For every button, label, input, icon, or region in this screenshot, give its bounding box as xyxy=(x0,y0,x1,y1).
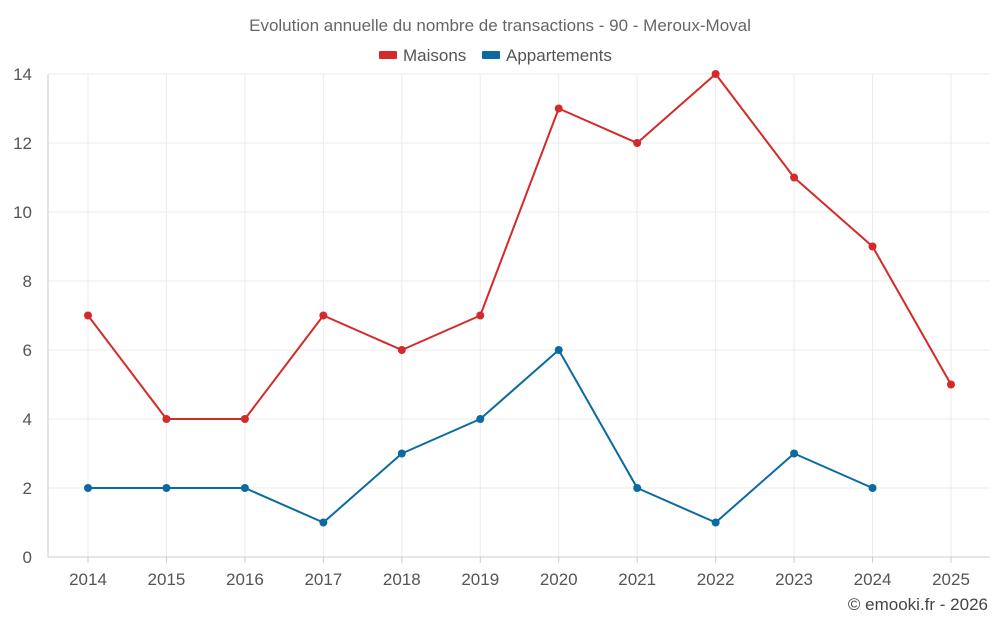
data-point-maisons[interactable] xyxy=(554,104,563,113)
series-line-maisons xyxy=(87,73,952,420)
data-point-appartements[interactable] xyxy=(554,346,563,354)
data-point-maisons[interactable] xyxy=(790,173,799,182)
data-point-maisons[interactable] xyxy=(868,242,877,251)
legend-swatch-appartements xyxy=(482,51,500,59)
y-axis-tick-labels: 0 2 4 6 8 10 12 14 xyxy=(13,65,32,567)
y-tick-label: 0 xyxy=(23,548,32,567)
data-point-maisons[interactable] xyxy=(162,415,171,423)
x-axis-tick-labels: 2014 2015 2016 2017 2018 2019 2020 2021 2022 2023… xyxy=(69,570,970,589)
x-tick-label: 2017 xyxy=(304,570,342,589)
data-point-appartements[interactable] xyxy=(868,484,877,492)
data-point-appartements[interactable] xyxy=(397,449,406,458)
series xyxy=(84,70,955,527)
series-appartements xyxy=(84,346,877,527)
axes xyxy=(47,74,990,563)
credit-text: © emooki.fr - 2026 xyxy=(848,595,988,614)
x-tick-label: 2015 xyxy=(148,570,186,589)
data-point-maisons[interactable] xyxy=(397,346,406,354)
data-point-appartements[interactable] xyxy=(319,518,328,527)
x-tick-label: 2014 xyxy=(69,570,107,589)
legend-swatch-maisons xyxy=(379,51,397,59)
x-tick-label: 2016 xyxy=(226,570,264,589)
x-tick-label: 2020 xyxy=(540,570,578,589)
data-point-maisons[interactable] xyxy=(633,139,642,147)
x-tick-label: 2023 xyxy=(775,570,813,589)
data-point-appartements[interactable] xyxy=(162,484,171,492)
y-tick-label: 4 xyxy=(23,410,32,429)
data-point-appartements[interactable] xyxy=(633,484,642,492)
legend-label-appartements: Appartements xyxy=(506,46,612,65)
chart-title: Evolution annuelle du nombre de transact… xyxy=(249,16,751,35)
x-tick-label: 2025 xyxy=(932,570,970,589)
data-point-maisons[interactable] xyxy=(711,70,720,78)
legend-item-appartements[interactable]: Appartements xyxy=(482,46,612,65)
x-tick-label: 2018 xyxy=(383,570,421,589)
y-tick-label: 14 xyxy=(13,65,32,84)
x-tick-label: 2022 xyxy=(697,570,735,589)
x-tick-label: 2019 xyxy=(461,570,499,589)
legend: Maisons Appartements xyxy=(379,46,612,65)
data-point-appartements[interactable] xyxy=(711,518,720,527)
legend-label-maisons: Maisons xyxy=(403,46,466,65)
data-point-appartements[interactable] xyxy=(790,449,799,458)
data-point-maisons[interactable] xyxy=(84,311,92,320)
y-tick-label: 12 xyxy=(13,134,32,153)
data-point-maisons[interactable] xyxy=(319,311,328,320)
y-tick-label: 10 xyxy=(13,203,32,222)
data-point-appartements[interactable] xyxy=(240,484,249,492)
data-point-appartements[interactable] xyxy=(84,484,92,492)
data-point-appartements[interactable] xyxy=(476,415,485,423)
x-tick-label: 2021 xyxy=(618,570,656,589)
y-tick-label: 8 xyxy=(23,272,32,291)
y-tick-label: 6 xyxy=(23,341,32,360)
x-tick-label: 2024 xyxy=(854,570,892,589)
legend-item-maisons[interactable]: Maisons xyxy=(379,46,466,65)
data-point-maisons[interactable] xyxy=(947,380,955,389)
series-maisons xyxy=(84,70,955,423)
gridlines xyxy=(48,73,990,557)
y-tick-label: 2 xyxy=(23,479,32,498)
data-point-maisons[interactable] xyxy=(240,415,249,423)
data-point-maisons[interactable] xyxy=(476,311,485,320)
